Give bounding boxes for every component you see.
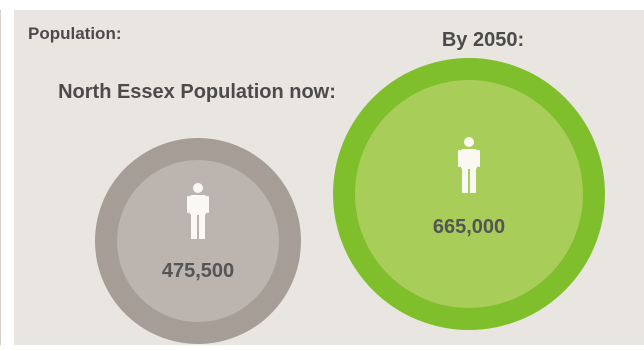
current-population-caption: North Essex Population now: [58, 81, 336, 103]
future-population-value: 665,000 [432, 216, 506, 238]
person-icon [187, 183, 209, 239]
section-title: Population: [28, 24, 122, 43]
person-icon [458, 137, 480, 193]
current-population-value: 475,500 [161, 260, 235, 282]
future-population-caption: By 2050: [441, 29, 525, 51]
future-population-circle [355, 80, 583, 308]
left-border [0, 10, 1, 345]
